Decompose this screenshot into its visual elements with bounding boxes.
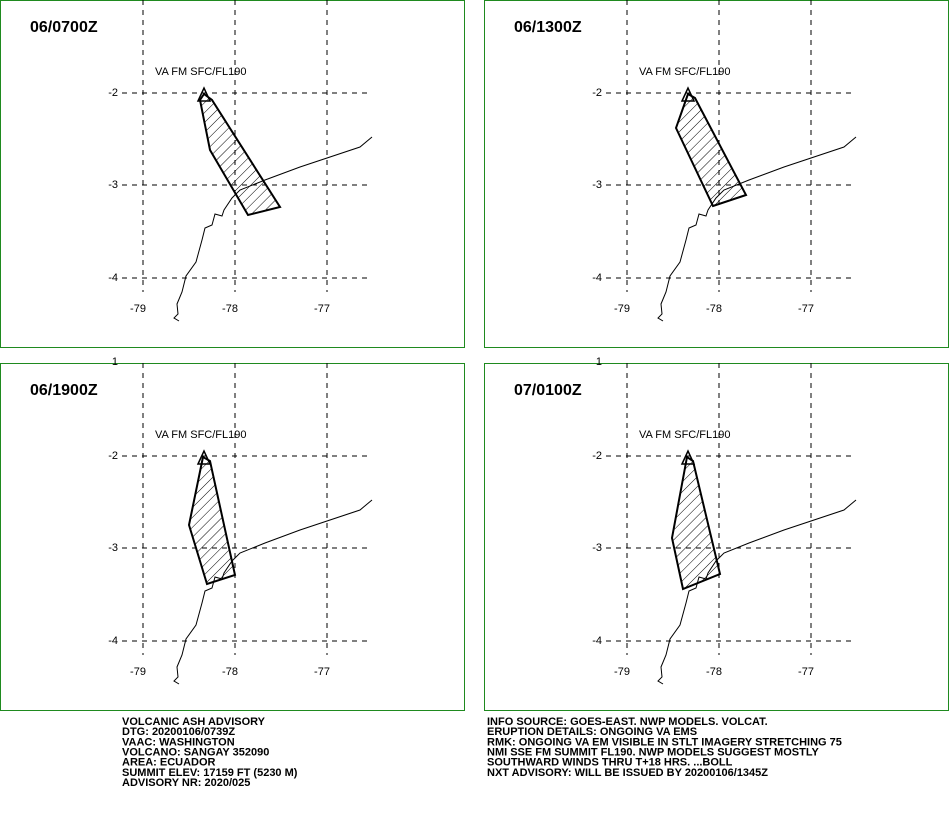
ash-plume xyxy=(187,455,237,586)
lon-label: -78 xyxy=(706,666,722,678)
lat-label: -4 xyxy=(592,635,602,647)
advisory-line: VOLCANO: SANGAY 352090 xyxy=(122,747,269,759)
map-panel: 06/1900Z VA FM SFC/FL190 -2 -3 -4 -79 -78 -77 1 xyxy=(0,356,465,711)
panel-title: 06/1900Z xyxy=(30,382,98,399)
advisory-line: INFO SOURCE: GOES-EAST. NWP MODELS. VOLC… xyxy=(487,716,768,728)
advisory-line: ADVISORY NR: 2020/025 xyxy=(122,777,250,789)
advisory-line: ERUPTION DETAILS: ONGOING VA EMS xyxy=(487,726,697,738)
lon-label: -79 xyxy=(130,666,146,678)
panel-title: 07/0100Z xyxy=(514,382,582,399)
panel-border xyxy=(0,363,465,711)
lat-label: -3 xyxy=(592,542,602,554)
panel-border xyxy=(484,363,949,711)
lat-label: -2 xyxy=(592,450,602,462)
advisory-line: SOUTHWARD WINDS THRU T+18 HRS. ...BOLL xyxy=(487,757,733,769)
volcano-marker xyxy=(680,449,696,465)
lat-label: -3 xyxy=(108,179,118,191)
lat-label: 1 xyxy=(112,356,118,368)
coastline xyxy=(657,136,857,322)
ash-plume xyxy=(674,92,748,208)
lon-label: -77 xyxy=(798,666,814,678)
map-panel: 06/0700Z VA FM SFC/FL190 -2 -3 -4 -79 -78 -77 xyxy=(0,0,465,348)
volcano-marker xyxy=(196,86,212,102)
lon-label: -77 xyxy=(314,303,330,315)
volcano-marker xyxy=(196,449,212,465)
panel-border xyxy=(0,0,465,348)
advisory-line: NMI SSE FM SUMMIT FL190. NWP MODELS SUGG… xyxy=(487,747,820,759)
lat-label: -4 xyxy=(108,272,118,284)
lat-label: -4 xyxy=(108,635,118,647)
advisory-line: DTG: 20200106/0739Z xyxy=(122,726,235,738)
advisory-line: NXT ADVISORY: WILL BE ISSUED BY 20200106… xyxy=(487,767,768,779)
lon-label: -79 xyxy=(130,303,146,315)
advisory-line: VAAC: WASHINGTON xyxy=(122,736,235,748)
ash-label: VA FM SFC/FL190 xyxy=(639,429,731,441)
lon-label: -78 xyxy=(222,666,238,678)
coastline xyxy=(657,499,857,685)
lat-label: -3 xyxy=(592,179,602,191)
ash-label: VA FM SFC/FL190 xyxy=(155,66,247,78)
lon-label: -78 xyxy=(222,303,238,315)
panel-title: 06/1300Z xyxy=(514,19,582,36)
panel-border xyxy=(484,0,949,348)
advisory-line: SUMMIT ELEV: 17159 FT (5230 M) xyxy=(122,767,298,779)
advisory-line: RMK: ONGOING VA EM VISIBLE IN STLT IMAGE… xyxy=(487,736,842,748)
ash-plume xyxy=(198,92,282,217)
lat-label: -2 xyxy=(108,450,118,462)
lon-label: -77 xyxy=(314,666,330,678)
lat-label: -3 xyxy=(108,542,118,554)
lat-label: -2 xyxy=(592,87,602,99)
ash-plume xyxy=(670,455,722,591)
map-panel: 07/0100Z VA FM SFC/FL190 -2 -3 -4 -79 -78 -77 1 xyxy=(484,356,949,711)
coastline xyxy=(173,499,373,685)
lon-label: -77 xyxy=(798,303,814,315)
ash-label: VA FM SFC/FL190 xyxy=(155,429,247,441)
lat-label: -2 xyxy=(108,87,118,99)
map-panel: 06/1300Z VA FM SFC/FL190 -2 -3 -4 -79 -78 -77 xyxy=(484,0,949,348)
lat-label: -4 xyxy=(592,272,602,284)
coastline xyxy=(173,136,373,322)
lon-label: -78 xyxy=(706,303,722,315)
lat-label: 1 xyxy=(596,356,602,368)
lon-label: -79 xyxy=(614,666,630,678)
volcano-marker xyxy=(680,86,696,102)
advisory-line: AREA: ECUADOR xyxy=(122,757,216,769)
advisory-line: VOLCANIC ASH ADVISORY xyxy=(122,716,266,728)
panel-title: 06/0700Z xyxy=(30,19,98,36)
lon-label: -79 xyxy=(614,303,630,315)
ash-label: VA FM SFC/FL190 xyxy=(639,66,731,78)
